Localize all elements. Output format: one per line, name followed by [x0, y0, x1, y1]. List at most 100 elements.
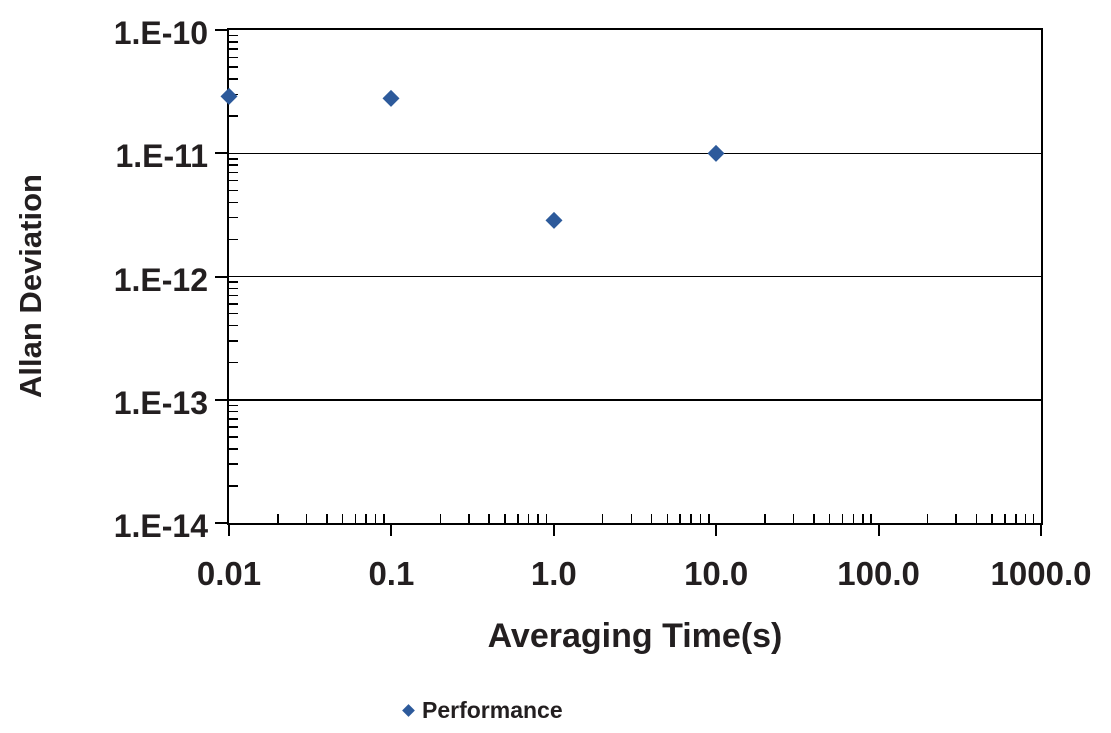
x-minor-tick — [955, 514, 957, 523]
y-minor-tick — [229, 303, 238, 305]
y-major-tick — [215, 29, 227, 31]
x-minor-tick — [468, 514, 470, 523]
y-major-tick — [215, 152, 227, 155]
legend-label: Performance — [422, 697, 563, 723]
y-minor-tick — [229, 216, 238, 219]
y-minor-tick — [229, 34, 238, 37]
x-tick-label: 100.0 — [837, 555, 920, 592]
y-tick-label: 1.E-10 — [113, 15, 208, 51]
data-point-diamond — [383, 89, 400, 107]
x-minor-tick — [601, 514, 604, 523]
x-minor-tick — [383, 514, 385, 523]
y-minor-tick — [229, 294, 238, 297]
y-minor-tick — [229, 463, 238, 465]
x-minor-tick — [527, 514, 530, 523]
y-minor-tick — [229, 78, 238, 80]
x-minor-tick — [537, 514, 539, 523]
y-minor-tick — [229, 48, 238, 50]
y-minor-tick — [229, 287, 238, 290]
y-minor-tick — [229, 410, 238, 413]
x-tick-label: 0.1 — [368, 555, 415, 592]
x-minor-tick — [277, 514, 279, 523]
y-axis-title: Allan Deviation — [13, 174, 48, 398]
x-major-tick — [552, 523, 555, 536]
y-minor-tick — [229, 66, 238, 68]
data-point-diamond — [545, 211, 562, 228]
data-point-diamond — [220, 88, 238, 105]
gridline — [229, 152, 1041, 154]
x-minor-tick — [1024, 514, 1026, 523]
x-minor-tick — [545, 514, 548, 523]
x-minor-tick — [991, 514, 993, 523]
x-minor-tick — [1015, 514, 1017, 523]
x-axis-title: Averaging Time(s) — [487, 617, 783, 655]
y-minor-tick — [229, 426, 238, 428]
y-minor-tick — [229, 56, 238, 59]
gridline — [229, 275, 1041, 278]
y-major-tick — [215, 398, 227, 401]
y-minor-tick — [229, 179, 238, 182]
x-minor-tick — [699, 514, 702, 523]
x-minor-tick — [828, 514, 831, 523]
x-minor-tick — [690, 514, 692, 523]
y-minor-tick — [229, 281, 238, 283]
x-minor-tick — [504, 514, 506, 523]
x-minor-tick — [792, 514, 795, 523]
x-minor-tick — [341, 514, 344, 523]
y-major-tick — [215, 275, 227, 278]
x-minor-tick — [1032, 514, 1035, 523]
x-minor-tick — [374, 514, 377, 523]
x-major-tick — [715, 523, 718, 536]
x-minor-tick — [354, 514, 357, 523]
y-minor-tick — [229, 485, 238, 487]
x-minor-tick — [852, 514, 855, 523]
y-minor-tick — [229, 418, 238, 420]
x-minor-tick — [813, 514, 815, 523]
x-minor-tick — [630, 514, 633, 523]
y-minor-tick — [229, 404, 238, 407]
x-minor-tick — [365, 514, 367, 523]
x-tick-label: 0.01 — [196, 555, 262, 592]
x-minor-tick — [517, 514, 519, 523]
x-major-tick — [228, 523, 230, 536]
x-minor-tick — [326, 514, 328, 523]
y-minor-tick — [229, 189, 238, 192]
x-major-tick — [390, 523, 393, 536]
y-major-tick — [215, 522, 227, 524]
y-minor-tick — [229, 324, 238, 327]
y-minor-tick — [229, 171, 238, 174]
y-tick-label: 1.E-11 — [115, 138, 208, 175]
x-minor-tick — [488, 514, 490, 523]
x-minor-tick — [870, 514, 872, 523]
x-minor-tick — [439, 514, 442, 523]
x-minor-tick — [975, 514, 978, 523]
x-minor-tick — [679, 514, 681, 523]
x-major-tick — [877, 523, 880, 536]
gridline — [229, 399, 1041, 401]
data-point-diamond — [708, 145, 725, 162]
x-minor-tick — [708, 514, 710, 523]
y-tick-label: 1.E-12 — [113, 261, 208, 298]
plot-area — [215, 28, 1043, 536]
y-minor-tick — [229, 238, 238, 241]
x-major-tick — [1040, 523, 1042, 536]
y-minor-tick — [229, 164, 238, 166]
x-minor-tick — [1004, 514, 1006, 523]
x-minor-tick — [764, 514, 766, 523]
y-tick-label: 1.E-14 — [113, 508, 208, 544]
y-tick-label: 1.E-13 — [113, 384, 208, 421]
x-minor-tick — [650, 514, 653, 523]
legend-diamond-icon — [402, 703, 415, 717]
x-tick-label: 10.0 — [684, 555, 749, 592]
y-minor-tick — [229, 41, 238, 43]
x-tick-label: 1.0 — [530, 555, 577, 592]
y-minor-tick — [229, 312, 238, 315]
x-minor-tick — [305, 514, 308, 523]
x-minor-tick — [841, 514, 844, 523]
y-minor-tick — [229, 115, 238, 117]
y-minor-tick — [229, 340, 238, 342]
x-minor-tick — [862, 514, 864, 523]
y-minor-tick — [229, 158, 238, 160]
y-minor-tick — [229, 448, 238, 450]
